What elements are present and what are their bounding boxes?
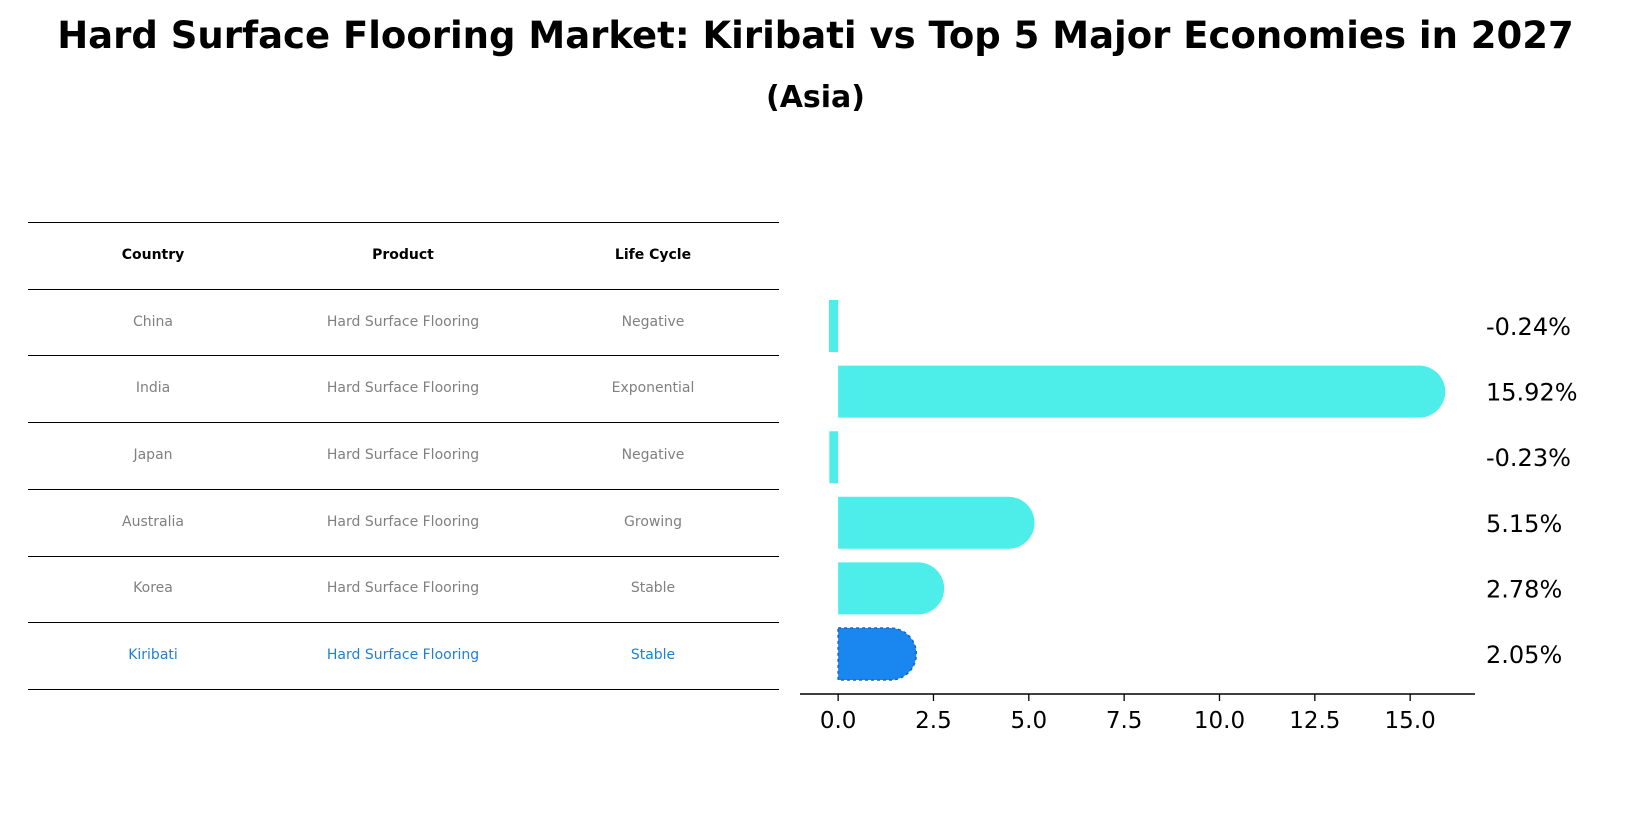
bar <box>838 365 1446 418</box>
table-header-country: Country <box>121 247 185 263</box>
x-tick-label: 0.0 <box>820 708 857 734</box>
bar-highlight <box>837 627 918 681</box>
bar-value-label: -0.23% <box>1486 444 1571 472</box>
table-cell-country: India <box>135 380 171 396</box>
bar-value-label: 15.92% <box>1486 379 1578 407</box>
table-cell-life-cycle: Growing <box>624 514 682 530</box>
bar-value-label: -0.24% <box>1486 313 1571 341</box>
table-header-life-cycle: Life Cycle <box>614 247 692 263</box>
bar <box>829 431 839 484</box>
bar <box>838 496 1035 549</box>
table-cell-product: Hard Surface Flooring <box>326 380 480 396</box>
bar-value-label: 2.78% <box>1486 575 1562 603</box>
bar-value-label: 5.15% <box>1486 510 1562 538</box>
table-rule <box>28 422 779 423</box>
table-cell-product: Hard Surface Flooring <box>326 447 480 463</box>
x-tick-label: 5.0 <box>1011 708 1048 734</box>
table-rule <box>28 556 779 557</box>
chart-title: Hard Surface Flooring Market: Kiribati v… <box>57 14 1574 57</box>
table-cell-country: Japan <box>133 447 173 463</box>
table-cell-product: Hard Surface Flooring <box>326 514 480 530</box>
table-cell-country-highlight: Kiribati <box>128 647 178 663</box>
bar <box>838 562 945 615</box>
table-cell-life-cycle: Negative <box>621 314 685 330</box>
table-cell-life-cycle-highlight: Stable <box>630 647 676 663</box>
x-tick-label: 12.5 <box>1289 708 1340 734</box>
table-rule <box>28 222 779 223</box>
bar <box>828 300 839 352</box>
table-cell-life-cycle: Stable <box>630 580 676 596</box>
x-tick-label: 2.5 <box>915 708 952 734</box>
table-cell-product-highlight: Hard Surface Flooring <box>326 647 480 663</box>
table-rule <box>28 489 779 490</box>
table-rule <box>28 355 779 356</box>
x-tick-label: 7.5 <box>1106 708 1143 734</box>
table-header-product: Product <box>372 247 434 263</box>
table-cell-country: China <box>133 314 173 330</box>
table-rule <box>28 622 779 623</box>
table-cell-country: Korea <box>133 580 173 596</box>
chart-subtitle: (Asia) <box>765 80 866 115</box>
bar-value-label: 2.05% <box>1486 641 1562 669</box>
x-tick-label: 10.0 <box>1194 708 1245 734</box>
x-tick-label: 15.0 <box>1385 708 1436 734</box>
table-cell-product: Hard Surface Flooring <box>326 580 480 596</box>
table-rule <box>28 689 779 690</box>
table-cell-life-cycle: Exponential <box>611 380 695 396</box>
table-cell-country: Australia <box>122 514 184 530</box>
table-cell-product: Hard Surface Flooring <box>326 314 480 330</box>
table-rule <box>28 289 779 290</box>
table-cell-life-cycle: Negative <box>621 447 685 463</box>
